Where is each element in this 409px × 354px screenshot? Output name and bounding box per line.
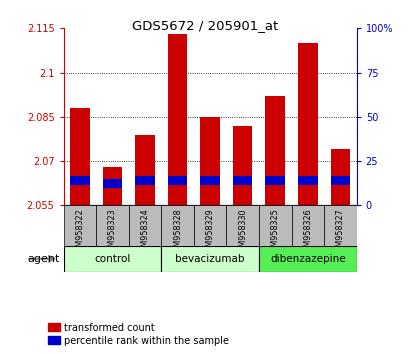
- Bar: [70, 108, 90, 205]
- Bar: [161, 205, 193, 246]
- Bar: [297, 176, 317, 185]
- Bar: [265, 96, 284, 205]
- Text: GSM958322: GSM958322: [75, 209, 84, 257]
- Bar: [135, 176, 154, 185]
- Bar: [167, 34, 187, 205]
- Text: GSM958330: GSM958330: [238, 209, 247, 257]
- Text: GDS5672 / 205901_at: GDS5672 / 205901_at: [132, 19, 277, 33]
- Text: GSM958329: GSM958329: [205, 209, 214, 257]
- Bar: [193, 205, 226, 246]
- Bar: [330, 176, 349, 185]
- Text: GSM958324: GSM958324: [140, 209, 149, 257]
- Text: control: control: [94, 254, 130, 264]
- Bar: [330, 149, 349, 205]
- Bar: [161, 246, 258, 272]
- Bar: [297, 43, 317, 205]
- Bar: [324, 205, 356, 246]
- Text: bevacizumab: bevacizumab: [175, 254, 244, 264]
- Bar: [258, 246, 356, 272]
- Text: GSM958327: GSM958327: [335, 209, 344, 257]
- Bar: [102, 179, 122, 188]
- Bar: [226, 205, 258, 246]
- Bar: [102, 167, 122, 205]
- Bar: [128, 205, 161, 246]
- Bar: [135, 135, 154, 205]
- Bar: [291, 205, 324, 246]
- Bar: [96, 205, 128, 246]
- Text: GSM958323: GSM958323: [108, 209, 117, 257]
- Bar: [63, 205, 96, 246]
- Bar: [200, 176, 219, 185]
- Text: dibenzazepine: dibenzazepine: [270, 254, 345, 264]
- Bar: [200, 117, 219, 205]
- Text: GSM958326: GSM958326: [303, 209, 312, 257]
- Bar: [232, 176, 252, 185]
- Bar: [258, 205, 291, 246]
- Bar: [63, 246, 161, 272]
- Bar: [265, 176, 284, 185]
- Bar: [232, 126, 252, 205]
- Bar: [70, 176, 90, 185]
- Text: agent: agent: [27, 254, 59, 264]
- Legend: transformed count, percentile rank within the sample: transformed count, percentile rank withi…: [48, 323, 229, 346]
- Text: GSM958328: GSM958328: [173, 209, 182, 257]
- Bar: [167, 176, 187, 185]
- Text: GSM958325: GSM958325: [270, 209, 279, 257]
